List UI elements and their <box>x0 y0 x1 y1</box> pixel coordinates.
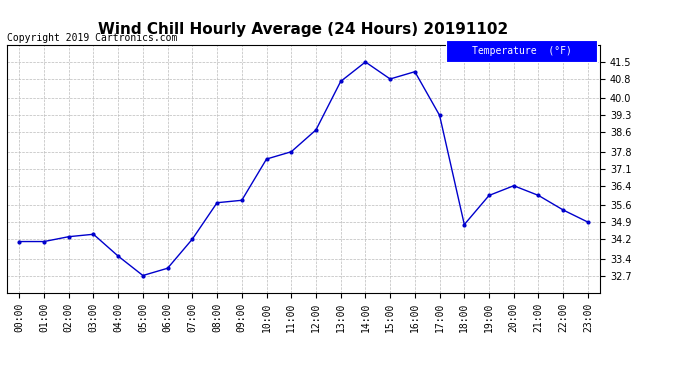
Text: Copyright 2019 Cartronics.com: Copyright 2019 Cartronics.com <box>7 33 177 42</box>
Title: Wind Chill Hourly Average (24 Hours) 20191102: Wind Chill Hourly Average (24 Hours) 201… <box>99 22 509 38</box>
